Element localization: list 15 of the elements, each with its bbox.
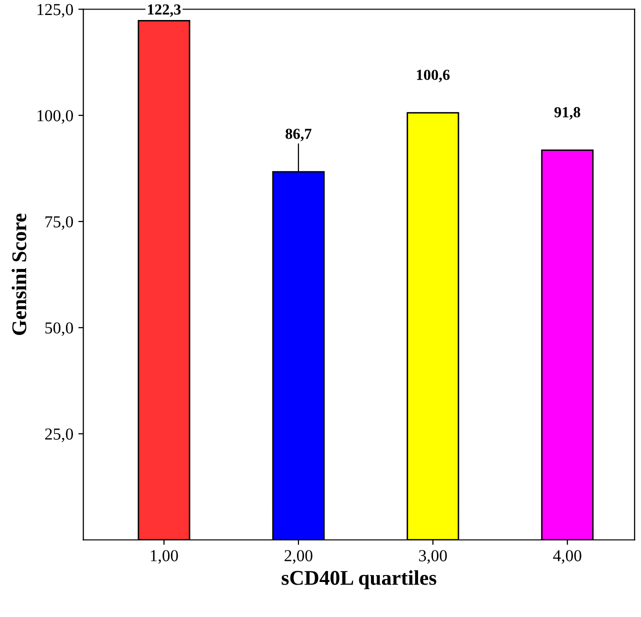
x-axis-title: sCD40L quartiles [282,570,436,590]
data-label: 86,7 [286,128,312,142]
data-label: 91,8 [554,107,580,120]
x-tick-label: 4,00 [553,550,582,564]
y-tick-label: 125,0 [38,4,73,18]
y-tick-label: 75,0 [46,216,73,230]
data-label: 100,6 [416,70,450,82]
data-label: 122,3 [148,4,181,17]
y-tick-label: 50,0 [45,322,73,336]
x-tick-label: 2,00 [284,550,312,564]
y-axis-title: Gensini Score [12,214,26,335]
y-tick-label: 25,0 [45,428,73,442]
x-tick-label: 3,00 [419,550,447,564]
y-tick-label: 100,0 [38,110,73,124]
x-tick-label: 1,00 [150,550,178,564]
